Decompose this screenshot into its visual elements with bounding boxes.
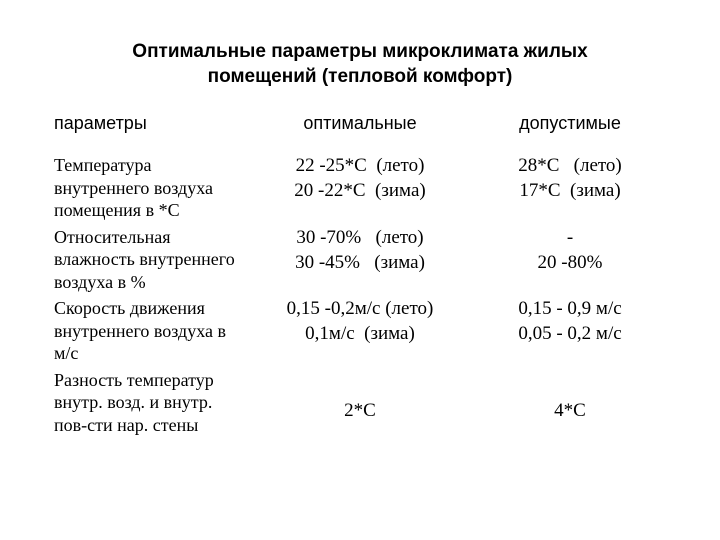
column-header-param: параметры [50, 113, 250, 134]
allowed-value: - 20 -80% [470, 224, 670, 296]
title-line-1: Оптимальные параметры микроклимата жилых [132, 41, 587, 62]
page: Оптимальные параметры микроклимата жилых… [0, 0, 720, 438]
param-label: Скорость движения внутреннего воздуха в … [50, 295, 250, 367]
param-label: Температура внутреннего воздуха помещени… [50, 152, 250, 224]
allowed-value: 0,15 - 0,9 м/с 0,05 - 0,2 м/с [470, 295, 670, 367]
allowed-value: 28*С (лето) 17*С (зима) [470, 152, 670, 224]
optimal-value: 30 -70% (лето) 30 -45% (зима) [250, 224, 470, 296]
parameters-table: параметры оптимальные допустимые Темпера… [50, 113, 670, 438]
allowed-value: 4*С [470, 367, 670, 439]
title-line-2: помещений (тепловой комфорт) [208, 66, 513, 87]
optimal-value: 2*С [250, 367, 470, 439]
column-header-optimal: оптимальные [250, 113, 470, 134]
page-title: Оптимальные параметры микроклимата жилых… [50, 40, 670, 89]
column-header-allowed: допустимые [470, 113, 670, 134]
param-label: Относительная влажность внутреннего возд… [50, 224, 250, 296]
param-label: Разность температур внутр. возд. и внутр… [50, 367, 250, 439]
optimal-value: 0,15 -0,2м/с (лето) 0,1м/с (зима) [250, 295, 470, 367]
optimal-value: 22 -25*С (лето) 20 -22*С (зима) [250, 152, 470, 224]
